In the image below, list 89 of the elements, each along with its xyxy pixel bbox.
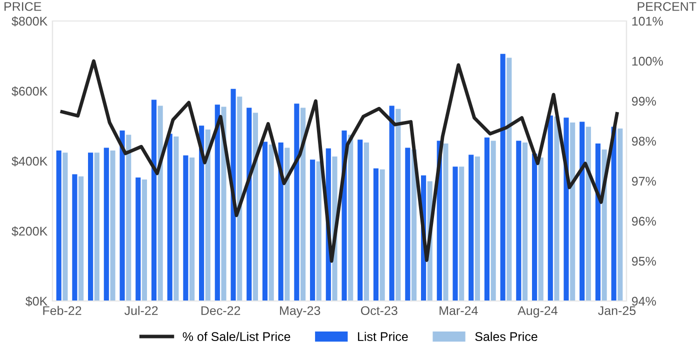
x-tick-label: Jul-22: [124, 306, 158, 316]
bar: [490, 140, 496, 301]
bar: [262, 142, 268, 301]
bar: [230, 88, 236, 301]
line-series: [60, 59, 619, 263]
bar: [364, 142, 369, 301]
y-tick-label: $200K: [12, 226, 48, 236]
y2-axis-title: PERCENT: [638, 2, 696, 11]
x-tick-label: Mar-24: [440, 306, 478, 316]
y-axis-title: PRICE: [4, 2, 42, 11]
bar: [278, 142, 284, 301]
bar: [522, 142, 528, 301]
bar: [310, 160, 316, 301]
bar: [611, 126, 616, 301]
bar: [167, 134, 172, 301]
bar: [554, 116, 560, 301]
bar: [246, 108, 252, 301]
x-tick-label: Dec-22: [201, 306, 240, 316]
y2-tick-label: 96%: [632, 216, 656, 226]
bar: [595, 144, 600, 301]
legend-label: List Price: [358, 332, 408, 342]
y-tick-label: $0K: [26, 296, 48, 306]
y-tick-label: $600K: [12, 86, 48, 96]
bar: [396, 108, 401, 301]
bar: [88, 152, 94, 301]
bar: [405, 148, 410, 301]
bar: [190, 158, 195, 301]
bar: [142, 180, 148, 301]
bar: [380, 169, 385, 301]
bar: [110, 150, 116, 301]
bar: [214, 104, 220, 301]
bar: [183, 155, 188, 301]
bar: [151, 100, 157, 301]
bar: [506, 58, 512, 301]
x-tick-label: May-23: [280, 306, 320, 318]
bar: [284, 148, 290, 301]
y-tick-label: $800K: [12, 16, 48, 26]
bar: [158, 106, 163, 301]
bar: [300, 108, 306, 301]
bar: [459, 166, 464, 301]
x-tick-label: Oct-23: [360, 306, 398, 316]
y2-tick-label: 98%: [632, 136, 656, 146]
bar: [294, 104, 300, 301]
bar: [468, 154, 474, 301]
x-tick-label: Feb-22: [43, 306, 82, 316]
bar: [268, 144, 274, 301]
bar: [56, 150, 62, 301]
y2-tick-label: 101%: [632, 16, 663, 26]
bar: [174, 136, 179, 301]
legend-label: Sales Price: [475, 332, 538, 342]
bar: [570, 122, 576, 301]
x-tick-label: Aug-24: [518, 306, 558, 318]
bar: [500, 54, 506, 301]
bar: [538, 158, 544, 301]
bar: [136, 177, 141, 301]
y2-tick-label: 99%: [632, 96, 656, 106]
bar: [516, 140, 522, 301]
bar: [78, 176, 84, 301]
bar: [580, 122, 585, 301]
bar: [484, 138, 490, 301]
bar: [104, 148, 109, 301]
y2-tick-label: 100%: [632, 56, 663, 66]
bar: [120, 130, 125, 301]
bar: [62, 152, 68, 301]
x-tick-label: Jan-25: [598, 306, 636, 316]
bar: [532, 154, 538, 301]
bar: [373, 168, 379, 301]
y2-tick-label: 95%: [632, 256, 656, 266]
bar: [316, 161, 322, 301]
bar: [205, 130, 210, 301]
bar: [126, 134, 132, 301]
bar: [348, 134, 354, 301]
bar: [199, 126, 204, 301]
bar: [443, 144, 448, 301]
bar: [474, 156, 480, 301]
y-tick-label: $400K: [12, 156, 48, 166]
bar: [358, 140, 363, 301]
bar: [72, 174, 78, 301]
bar: [548, 116, 553, 301]
bar: [237, 96, 242, 301]
bar: [252, 112, 258, 301]
bar: [586, 126, 591, 301]
legend-label: % of Sale/List Price: [182, 332, 290, 342]
bar: [94, 152, 100, 301]
bar: [452, 166, 458, 301]
bar: [618, 128, 623, 301]
y2-tick-label: 97%: [632, 176, 656, 186]
bar: [389, 106, 394, 301]
y2-tick-label: 94%: [632, 296, 656, 306]
